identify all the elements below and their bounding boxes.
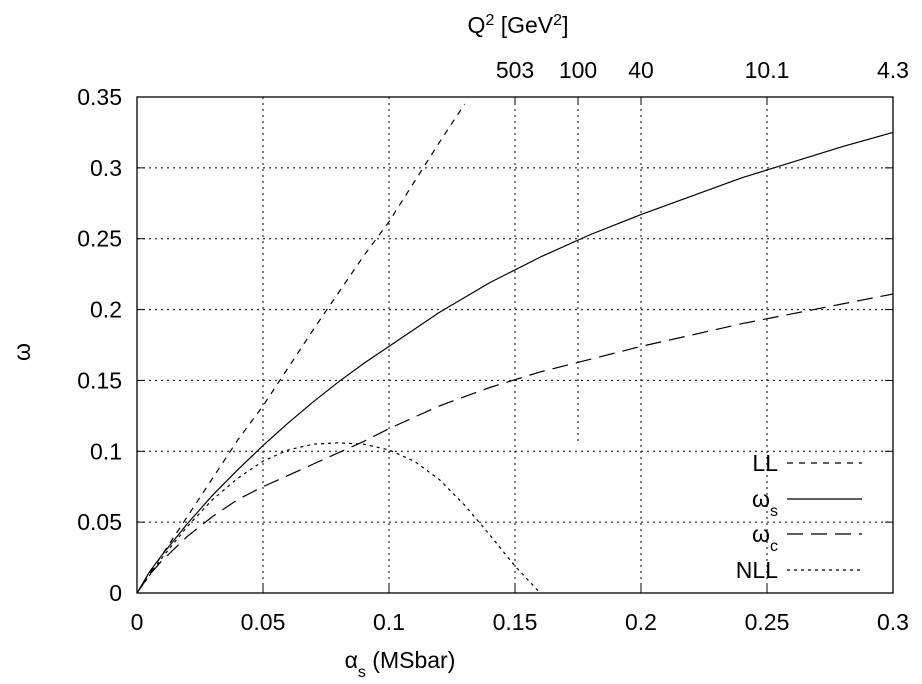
legend-label: LL	[752, 450, 778, 476]
y-tick-label: 0.1	[90, 438, 122, 464]
x-tick-label: 0.3	[877, 609, 909, 635]
series-lines	[136, 103, 894, 594]
y-axis-title: ω	[9, 343, 35, 361]
top-axis-title: Q2 [GeV2]	[468, 12, 569, 39]
tick-marks	[136, 96, 894, 594]
x-tick-label: 0.25	[745, 609, 790, 635]
top-tick-label: 40	[628, 57, 654, 83]
x-tick-label: 0.1	[373, 609, 405, 635]
y-tick-label: 0.2	[90, 297, 122, 323]
y-tick-label: 0.15	[77, 367, 122, 393]
legend-label: NLL	[736, 557, 778, 583]
y-tick-label: 0.05	[77, 509, 122, 535]
top-tick-label: 100	[559, 57, 597, 83]
grid	[137, 97, 893, 593]
x-tick-label: 0	[131, 609, 144, 635]
series-line-ll	[136, 103, 466, 594]
top-tick-label: 4.3	[877, 57, 909, 83]
y-tick-label: 0.3	[90, 155, 122, 181]
series-line-c	[136, 293, 894, 594]
x-tick-labels: 0 0.05 0.1 0.15 0.2 0.25 0.3	[131, 609, 909, 635]
x-axis-title: αs (MSbar)	[345, 647, 456, 681]
legend-label: ωc	[752, 521, 778, 555]
series-line-s	[136, 131, 894, 594]
legend-label: ωs	[752, 486, 778, 520]
top-tick-label: 503	[496, 57, 534, 83]
y-tick-label: 0	[109, 580, 122, 606]
top-axis-tick-labels: 503 100 40 10.1 4.3	[496, 57, 909, 83]
series-line-nll	[136, 442, 541, 594]
y-tick-labels: 0 0.05 0.1 0.15 0.2 0.25 0.3 0.35	[77, 84, 122, 606]
top-tick-label: 10.1	[745, 57, 790, 83]
y-tick-label: 0.25	[77, 226, 122, 252]
x-tick-label: 0.05	[241, 609, 286, 635]
y-tick-label: 0.35	[77, 84, 122, 110]
x-tick-label: 0.2	[625, 609, 657, 635]
x-tick-label: 0.15	[493, 609, 538, 635]
